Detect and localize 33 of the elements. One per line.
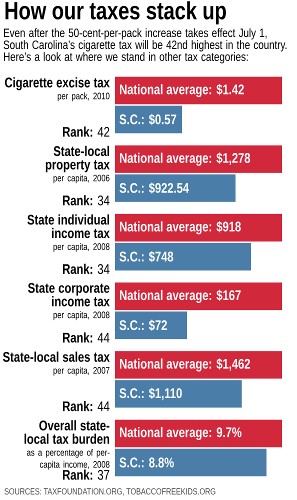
text: per capita, 2006 (54, 174, 110, 184)
data-label: National average: $1.42 (120, 84, 244, 98)
text: State-local property tax (46, 146, 110, 172)
data-label: S.C.: $0.57 (120, 114, 176, 126)
chart-title: State-local sales tax (3, 352, 110, 362)
data-label: S.C.: $748 (120, 251, 174, 262)
text: Rank: 37 (63, 470, 110, 480)
chart-title: State individual income tax (27, 214, 110, 238)
chart-title: Cigarette excise tax (4, 77, 110, 90)
chart-title: Overall state-local tax burden (24, 420, 110, 444)
text: Rank: 44 (63, 332, 110, 343)
text: Rank: 44 (63, 400, 110, 412)
data-label: S.C.: $1,110 (120, 388, 182, 400)
text: per capita, 2008 (54, 311, 110, 320)
text: per pack, 2010 (58, 92, 110, 102)
text: How our taxes stack up (6, 1, 226, 24)
data-label: S.C.: $922.54 (120, 182, 190, 194)
text: per capita, 2007 (54, 366, 110, 376)
data-label: National average: $1,278 (120, 152, 250, 166)
text: Even after the 50-cent-per-pack increase takes effect July 1, South Carolina’s cigarette tax will be 42nd highest in the country. Here’s a look at where we stand in other tax categories: (4, 28, 286, 64)
text: as a percentage of per-capita income, 2008 (26, 448, 110, 470)
data-label: S.C.: $72 (120, 320, 167, 331)
data-label: National average: $167 (120, 290, 241, 303)
text: Rank: 42 (63, 126, 110, 137)
data-label: S.C.: 8.8% (120, 458, 174, 468)
text: Rank: 34 (63, 264, 110, 274)
text: per capita, 2008 (54, 243, 110, 252)
data-label: National average: $918 (120, 221, 241, 234)
data-label: National average: $1,462 (120, 358, 250, 372)
text: Rank: 34 (63, 195, 110, 206)
chart-title: State corporate income tax (28, 282, 110, 306)
source-note: SOURCES: TAXFOUNDATION.ORG, TOBACCOFREEKIDS.ORG (4, 488, 216, 496)
data-label: National average: 9.7% (120, 426, 242, 440)
